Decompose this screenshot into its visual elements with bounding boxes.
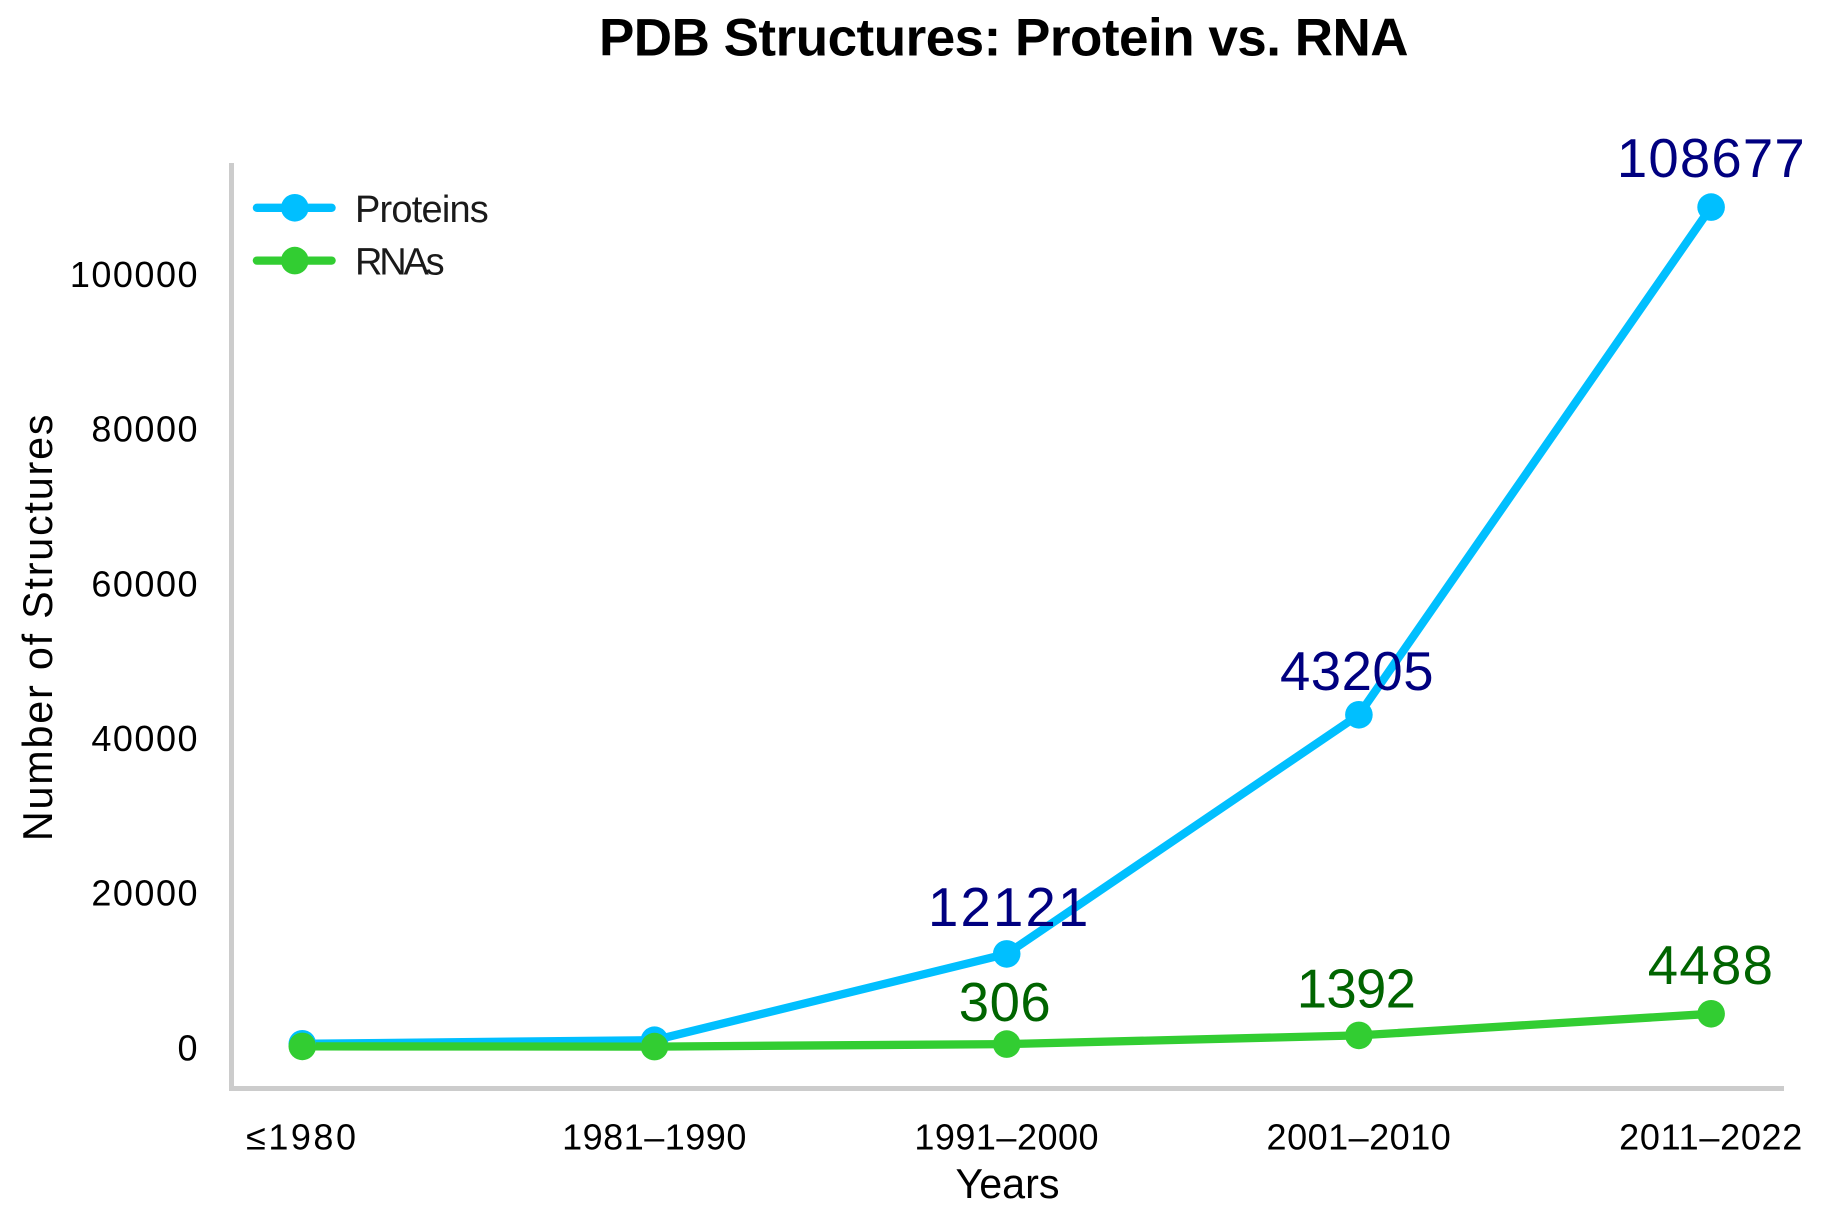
svg-text:108677: 108677 [1617,128,1806,189]
svg-text:≤1980: ≤1980 [246,1117,358,1158]
svg-text:100000: 100000 [70,254,199,295]
svg-text:306: 306 [959,972,1051,1033]
svg-text:20000: 20000 [91,873,199,914]
svg-text:80000: 80000 [91,409,199,450]
svg-text:2011–2022: 2011–2022 [1619,1117,1803,1158]
svg-text:40000: 40000 [91,718,199,759]
svg-text:RNAs: RNAs [355,242,444,284]
svg-text:1991–2000: 1991–2000 [914,1117,1099,1158]
svg-text:43205: 43205 [1280,641,1434,702]
svg-text:Number of Structures: Number of Structures [15,413,61,841]
svg-text:12121: 12121 [928,877,1091,938]
svg-text:Proteins: Proteins [355,189,488,231]
svg-text:2001–2010: 2001–2010 [1267,1117,1452,1158]
svg-text:60000: 60000 [91,563,199,604]
svg-text:4488: 4488 [1648,935,1774,996]
svg-text:Years: Years [955,1161,1059,1207]
svg-text:0: 0 [177,1027,199,1068]
svg-text:PDB Structures: Protein vs. RN: PDB Structures: Protein vs. RNA [599,9,1408,68]
svg-text:1981–1990: 1981–1990 [562,1117,747,1158]
svg-text:1392: 1392 [1297,959,1415,1020]
